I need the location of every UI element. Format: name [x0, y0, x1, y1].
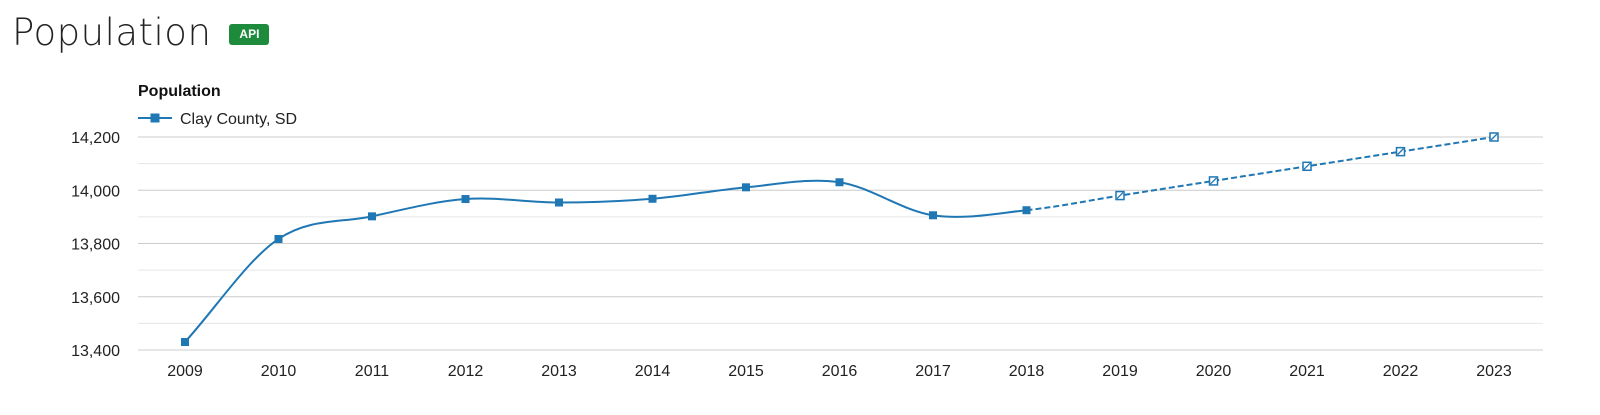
- data-point-hatch: [1210, 177, 1217, 185]
- y-tick-label: 13,400: [71, 343, 120, 360]
- x-tick-label: 2023: [1476, 363, 1512, 380]
- series-clay-county: [184, 136, 1495, 343]
- legend-marker-icon: [150, 113, 160, 123]
- data-point: [742, 183, 750, 192]
- x-tick-label: 2012: [448, 363, 484, 380]
- series-line-actual: [184, 179, 1027, 343]
- x-axis: 2009 2010 2011 2012 2013 2014 2015 2016 2017 2018…: [167, 363, 1512, 380]
- x-tick-label: 2009: [167, 363, 203, 380]
- x-tick-label: 2014: [635, 363, 671, 380]
- x-tick-label: 2017: [915, 363, 951, 380]
- y-tick-label: 14,000: [71, 183, 120, 200]
- x-tick-label: 2011: [355, 363, 390, 380]
- data-point: [648, 194, 657, 203]
- data-point: [835, 178, 844, 187]
- legend[interactable]: Clay County, SD: [138, 111, 297, 128]
- legend-label: Clay County, SD: [180, 111, 297, 128]
- data-point: [555, 198, 563, 207]
- x-tick-label: 2022: [1383, 363, 1419, 380]
- data-point: [274, 234, 283, 243]
- y-tick-label: 13,800: [71, 237, 120, 254]
- page-title: Population: [12, 10, 212, 54]
- data-point: [1022, 206, 1031, 215]
- grid: [138, 136, 1543, 351]
- data-point: [929, 211, 937, 220]
- y-axis: 13,400 13,600 13,800 14,000 14,200: [71, 130, 120, 360]
- y-tick-label: 14,200: [71, 130, 120, 147]
- series-markers: [181, 132, 1499, 347]
- data-point-hatch: [1490, 133, 1498, 141]
- y-tick-label: 13,600: [71, 290, 120, 307]
- data-point-hatch: [1116, 192, 1124, 200]
- x-tick-label: 2021: [1289, 363, 1325, 380]
- data-point: [368, 212, 376, 221]
- x-tick-label: 2020: [1196, 363, 1232, 380]
- data-point: [181, 338, 189, 347]
- x-tick-label: 2019: [1102, 363, 1138, 380]
- x-tick-label: 2016: [822, 363, 858, 380]
- x-tick-label: 2018: [1009, 363, 1045, 380]
- series-line-projected: [1026, 136, 1495, 212]
- chart-title: Population: [138, 83, 221, 100]
- page-header: Population API: [12, 4, 270, 60]
- data-point-hatch: [1303, 162, 1311, 170]
- api-badge[interactable]: API: [229, 23, 270, 45]
- x-tick-label: 2010: [261, 363, 297, 380]
- data-point-hatch: [1397, 148, 1404, 156]
- data-point: [461, 195, 470, 204]
- x-tick-label: 2015: [728, 363, 764, 380]
- x-tick-label: 2013: [541, 363, 577, 380]
